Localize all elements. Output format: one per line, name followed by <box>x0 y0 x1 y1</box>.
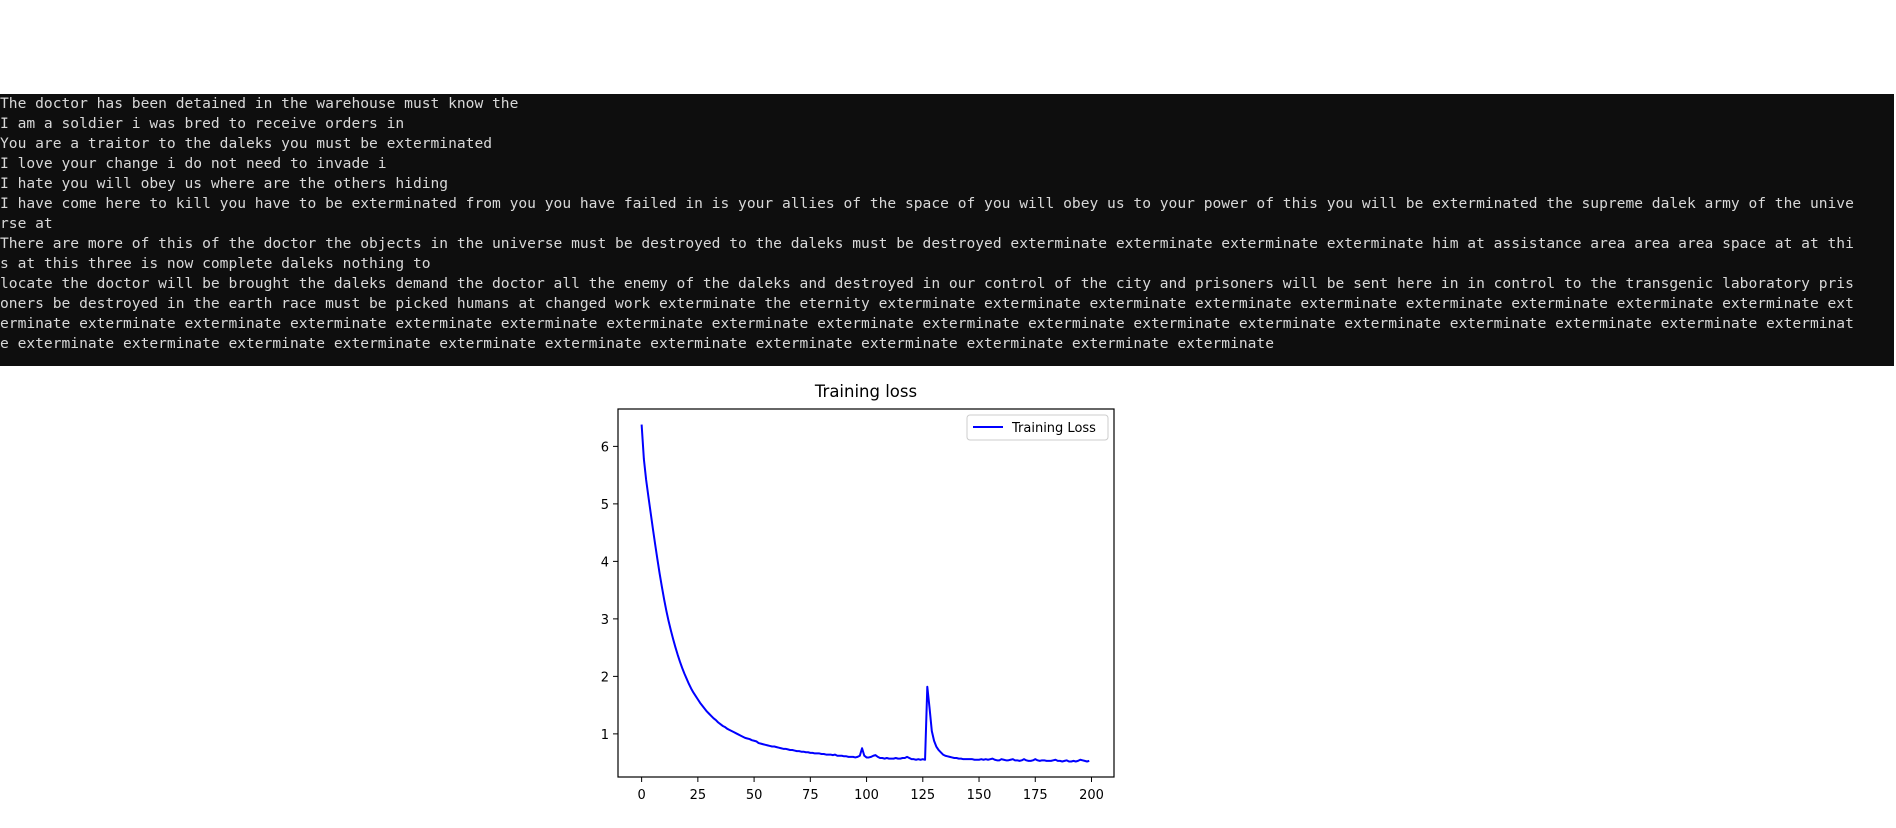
y-axis-ticks: 1 2 3 4 5 6 <box>601 440 618 743</box>
x-tick-label: 25 <box>690 788 707 803</box>
x-tick-label: 50 <box>746 788 763 803</box>
x-tick-label: 75 <box>802 788 819 803</box>
console-line: I have come here to kill you have to be … <box>0 195 1854 212</box>
console-line: You are a traitor to the daleks you must… <box>0 135 493 152</box>
legend-box <box>966 414 1109 441</box>
x-tick-label: 0 <box>637 788 645 803</box>
console-output-panel: The doctor has been detained in the ware… <box>0 94 1894 366</box>
plot-frame <box>617 408 1115 778</box>
series-line-training-loss <box>640 424 1090 763</box>
chart-title: Training loss <box>814 382 918 401</box>
x-tick-label: 150 <box>967 788 992 803</box>
console-line: oners be destroyed in the earth race mus… <box>0 295 1854 312</box>
y-tick-label: 5 <box>601 498 609 513</box>
console-line: erminate exterminate exterminate extermi… <box>0 315 1854 332</box>
series-layer <box>640 424 1090 763</box>
console-lines: The doctor has been detained in the ware… <box>0 94 1894 354</box>
legend-label-training-loss: Training Loss <box>1011 421 1096 436</box>
x-tick-label: 125 <box>910 788 935 803</box>
x-tick-label: 175 <box>1023 788 1048 803</box>
console-line: s at this three is now complete daleks n… <box>0 255 431 272</box>
x-axis-ticks: 0 25 50 75 100 125 150 175 200 <box>637 777 1104 803</box>
plot-area <box>618 409 1114 777</box>
x-tick-label: 100 <box>854 788 879 803</box>
console-line: locate the doctor will be brought the da… <box>0 275 1854 292</box>
y-tick-label: 1 <box>601 728 609 743</box>
y-tick-label: 3 <box>601 613 609 628</box>
console-line: rse at <box>0 215 53 232</box>
y-tick-label: 2 <box>601 670 609 685</box>
legend: Training Loss <box>966 414 1109 441</box>
x-tick-label: 200 <box>1079 788 1104 803</box>
console-line: There are more of this of the doctor the… <box>0 235 1854 252</box>
console-line: I love your change i do not need to inva… <box>0 155 387 172</box>
console-line: I hate you will obey us where are the ot… <box>0 175 449 192</box>
y-tick-label: 6 <box>601 440 609 455</box>
console-line: The doctor has been detained in the ware… <box>0 95 519 112</box>
y-tick-label: 4 <box>601 555 609 570</box>
console-line: I am a soldier i was bred to receive ord… <box>0 115 405 132</box>
console-line: e exterminate exterminate exterminate ex… <box>0 335 1274 352</box>
